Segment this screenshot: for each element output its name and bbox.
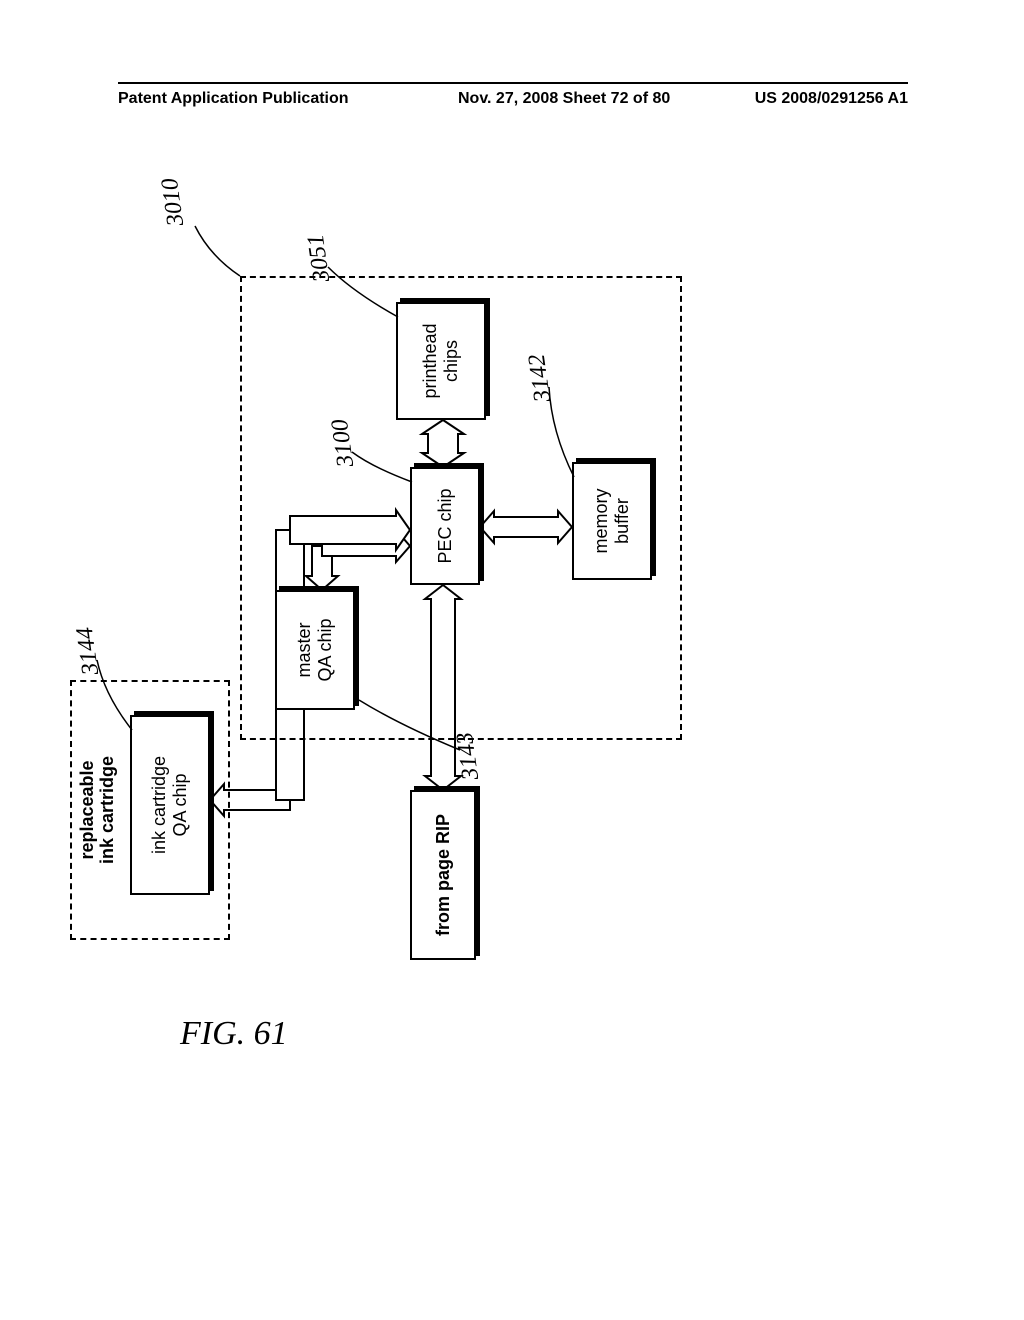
figure-caption: FIG. 61 [180,1015,288,1053]
box-memory: memory buffer [572,462,652,580]
box-masterqa: master QA chip [275,590,355,710]
box-inkqa-label: ink cartridge QA chip [149,756,190,854]
header-mid: Nov. 27, 2008 Sheet 72 of 80 [458,90,670,108]
box-memory-label: memory buffer [591,489,632,554]
box-pec-label: PEC chip [435,488,456,563]
box-rip: from page RIP [410,790,476,960]
box-printhead: printhead chips [396,302,486,420]
page: Patent Application Publication Nov. 27, … [0,0,1024,1320]
page-header: Patent Application Publication Nov. 27, … [118,82,908,108]
box-rip-label: from page RIP [433,814,454,936]
diagram: 3010replaceable ink cartridgefrom page R… [100,290,900,930]
header-right: US 2008/0291256 A1 [755,90,908,108]
header-left: Patent Application Publication [118,90,349,108]
box-inkqa: ink cartridge QA chip [130,715,210,895]
box-masterqa-label: master QA chip [294,618,335,681]
box-printhead-label: printhead chips [420,323,461,398]
box-pec: PEC chip [410,467,480,585]
